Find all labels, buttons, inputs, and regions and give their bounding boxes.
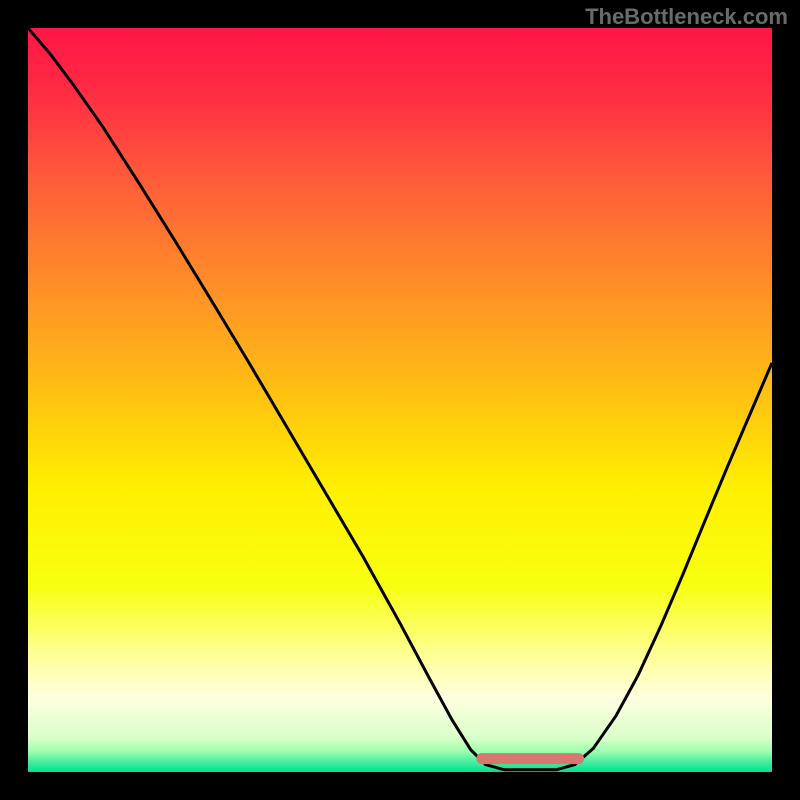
chart-container: TheBottleneck.com bbox=[0, 0, 800, 800]
plot-area bbox=[28, 28, 772, 772]
watermark-text: TheBottleneck.com bbox=[585, 4, 788, 30]
